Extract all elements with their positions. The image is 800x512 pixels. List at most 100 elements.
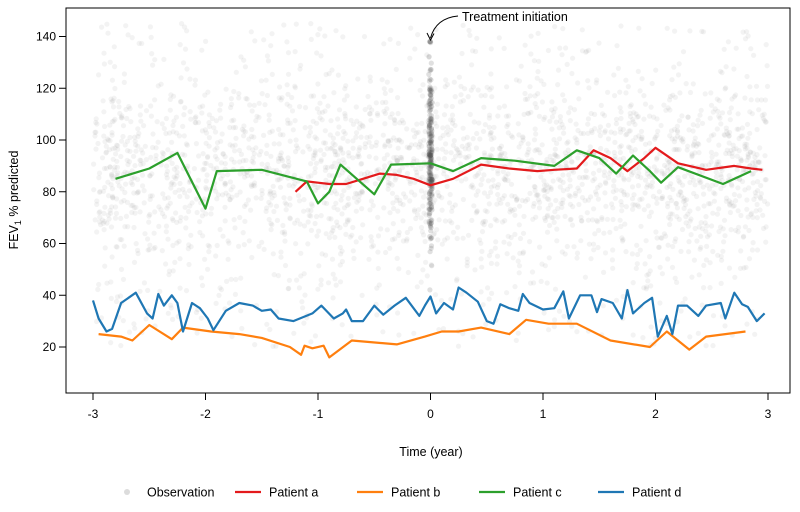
observation-point [143,157,149,163]
observation-point [560,172,566,178]
observation-point [330,228,336,234]
observation-point [93,116,99,122]
observation-point [427,192,433,198]
observation-point [375,214,381,220]
observation-point [163,223,170,229]
observation-point [107,164,113,170]
observation-point [375,249,381,255]
observation-point [704,223,710,229]
observation-point [696,177,702,183]
observation-point [590,178,596,184]
observation-point [407,226,414,232]
y-tick-label: 20 [43,340,57,354]
observation-point [120,318,126,324]
observation-point [414,212,420,218]
observation-point [205,89,211,95]
observation-point [643,286,650,292]
observation-point [415,129,421,135]
observation-point-baseline [427,86,433,92]
observation-point-baseline [426,130,432,136]
observation-point [269,128,275,134]
observation-point [264,205,270,211]
observation-point [521,111,527,117]
observation-point [249,173,255,179]
observation-point [460,98,466,104]
observation-point [587,144,593,150]
observation-point [754,152,760,158]
observation-point [484,84,490,90]
observation-point-baseline [429,176,435,182]
observation-point [557,118,564,124]
observation-point [223,180,229,187]
observation-point [494,201,500,207]
observation-point [508,181,515,187]
observation-point [242,218,248,224]
observation-point [370,243,376,249]
observation-point [333,28,339,34]
observation-point [764,63,770,69]
observation-point [112,204,119,210]
observation-point [654,156,660,162]
observation-point [397,197,403,203]
observation-point [350,138,356,144]
observation-point [693,143,700,149]
observation-point [754,247,761,253]
observation-point [401,191,407,197]
observation-point [526,111,532,117]
observation-point [556,136,563,142]
observation-point [724,147,730,153]
observation-point [93,129,99,135]
observation-point [336,124,342,130]
observation-point [149,171,155,177]
observation-point [555,205,561,212]
observation-point [193,114,199,120]
observation-point [545,206,551,212]
observation-point [758,183,764,189]
observation-point [502,177,508,183]
observation-point [609,257,616,263]
observation-point [627,103,633,109]
observation-point [164,163,170,169]
observation-point [485,193,491,200]
observation-point [147,196,153,202]
observation-point [191,166,197,172]
observation-point [106,193,112,199]
observation-point [532,187,538,194]
observation-point [148,113,154,119]
observation-point [362,106,368,113]
observation-point [586,241,593,247]
observation-point [532,101,538,107]
observation-point-baseline [429,104,435,110]
observation-point [137,209,143,215]
observation-point [735,185,741,191]
observation-point [206,243,213,250]
observation-point [373,100,379,106]
observation-point [367,111,373,117]
observation-point [323,177,329,183]
observation-point [707,201,713,207]
observation-point [656,244,662,250]
observation-point [479,229,486,235]
observation-point [158,207,164,213]
observation-point [591,206,597,212]
observation-point [287,120,293,126]
observation-point [296,198,303,204]
annotation-text: Treatment initiation [462,10,568,24]
observation-point [465,232,472,238]
observation-point [167,200,173,206]
observation-point [387,143,393,149]
observation-point [418,188,424,194]
observation-point [169,216,175,222]
observation-point [286,285,292,291]
observation-point [119,186,125,192]
observation-point [464,256,470,262]
observation-point [465,142,471,148]
y-axis-title-sub: 1 [13,220,23,225]
observation-point [677,189,683,195]
observation-point [314,120,320,126]
observation-point [633,134,639,140]
observation-point [520,249,527,255]
observation-point [655,128,661,134]
observation-point [685,223,692,229]
